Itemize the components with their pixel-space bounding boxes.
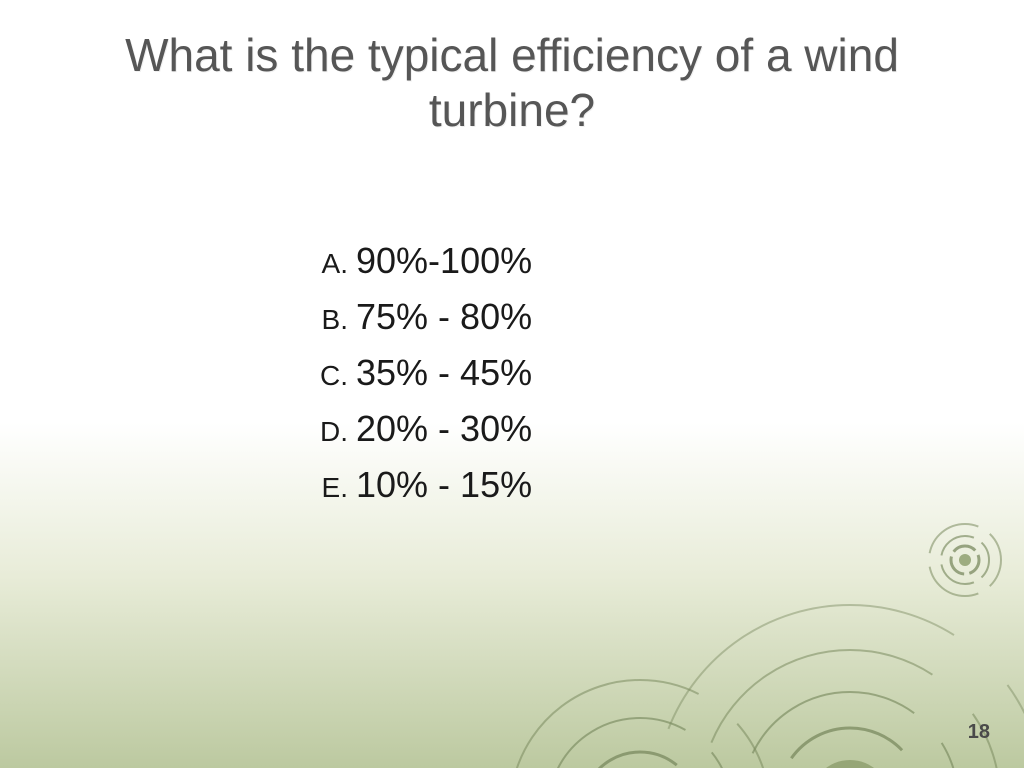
- option-text: 75% - 80%: [356, 296, 532, 338]
- question-title: What is the typical efficiency of a wind…: [0, 28, 1024, 138]
- option-d: D. 20% - 30%: [310, 408, 810, 450]
- option-letter: A.: [310, 248, 356, 280]
- page-number: 18: [968, 721, 990, 744]
- option-letter: B.: [310, 304, 356, 336]
- option-text: 35% - 45%: [356, 352, 532, 394]
- option-text: 20% - 30%: [356, 408, 532, 450]
- answer-options: A. 90%-100% B. 75% - 80% C. 35% - 45% D.…: [310, 240, 810, 520]
- option-c: C. 35% - 45%: [310, 352, 810, 394]
- option-a: A. 90%-100%: [310, 240, 810, 282]
- slide: What is the typical efficiency of a wind…: [0, 0, 1024, 768]
- option-letter: E.: [310, 472, 356, 504]
- option-text: 90%-100%: [356, 240, 532, 282]
- option-letter: D.: [310, 416, 356, 448]
- option-e: E. 10% - 15%: [310, 464, 810, 506]
- option-b: B. 75% - 80%: [310, 296, 810, 338]
- option-text: 10% - 15%: [356, 464, 532, 506]
- option-letter: C.: [310, 360, 356, 392]
